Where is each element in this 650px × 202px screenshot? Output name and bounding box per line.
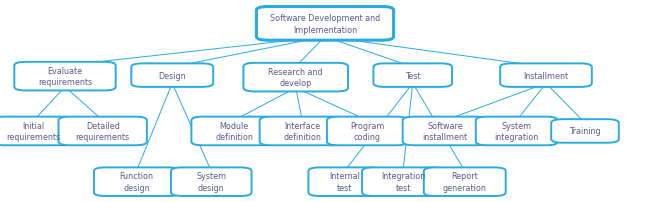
FancyBboxPatch shape bbox=[14, 63, 116, 91]
FancyBboxPatch shape bbox=[58, 117, 147, 145]
Text: Report
generation: Report generation bbox=[443, 172, 487, 192]
FancyBboxPatch shape bbox=[94, 168, 179, 196]
Text: Design: Design bbox=[159, 71, 186, 80]
FancyBboxPatch shape bbox=[551, 120, 619, 143]
Text: Software Development and
Implementation: Software Development and Implementation bbox=[270, 14, 380, 34]
FancyBboxPatch shape bbox=[260, 117, 344, 145]
Text: Research and
develop: Research and develop bbox=[268, 68, 323, 88]
Text: System
design: System design bbox=[196, 172, 226, 192]
Text: Initial
requirements: Initial requirements bbox=[6, 121, 61, 141]
Text: Test: Test bbox=[405, 71, 421, 80]
Text: Evaluate
requirements: Evaluate requirements bbox=[38, 67, 92, 87]
FancyBboxPatch shape bbox=[500, 64, 592, 87]
FancyBboxPatch shape bbox=[362, 168, 444, 196]
Text: Training: Training bbox=[569, 127, 601, 136]
Text: Integration
test: Integration test bbox=[381, 172, 425, 192]
Text: Program
coding: Program coding bbox=[350, 121, 384, 141]
FancyBboxPatch shape bbox=[191, 117, 277, 145]
FancyBboxPatch shape bbox=[131, 64, 213, 87]
FancyBboxPatch shape bbox=[171, 168, 252, 196]
Text: Software
installment: Software installment bbox=[422, 121, 468, 141]
FancyBboxPatch shape bbox=[403, 117, 488, 145]
Text: Module
definition: Module definition bbox=[215, 121, 253, 141]
Text: Function
design: Function design bbox=[120, 172, 153, 192]
FancyBboxPatch shape bbox=[243, 63, 348, 92]
FancyBboxPatch shape bbox=[476, 117, 558, 145]
FancyBboxPatch shape bbox=[327, 117, 408, 145]
FancyBboxPatch shape bbox=[424, 168, 506, 196]
Text: System
integration: System integration bbox=[495, 121, 539, 141]
Text: Interface
definition: Interface definition bbox=[283, 121, 321, 141]
Text: Installment: Installment bbox=[523, 71, 569, 80]
Text: Detailed
requirements: Detailed requirements bbox=[75, 121, 130, 141]
FancyBboxPatch shape bbox=[0, 117, 75, 145]
FancyBboxPatch shape bbox=[373, 64, 452, 87]
FancyBboxPatch shape bbox=[256, 7, 393, 41]
Text: Internal
test: Internal test bbox=[329, 172, 360, 192]
FancyBboxPatch shape bbox=[309, 168, 381, 196]
